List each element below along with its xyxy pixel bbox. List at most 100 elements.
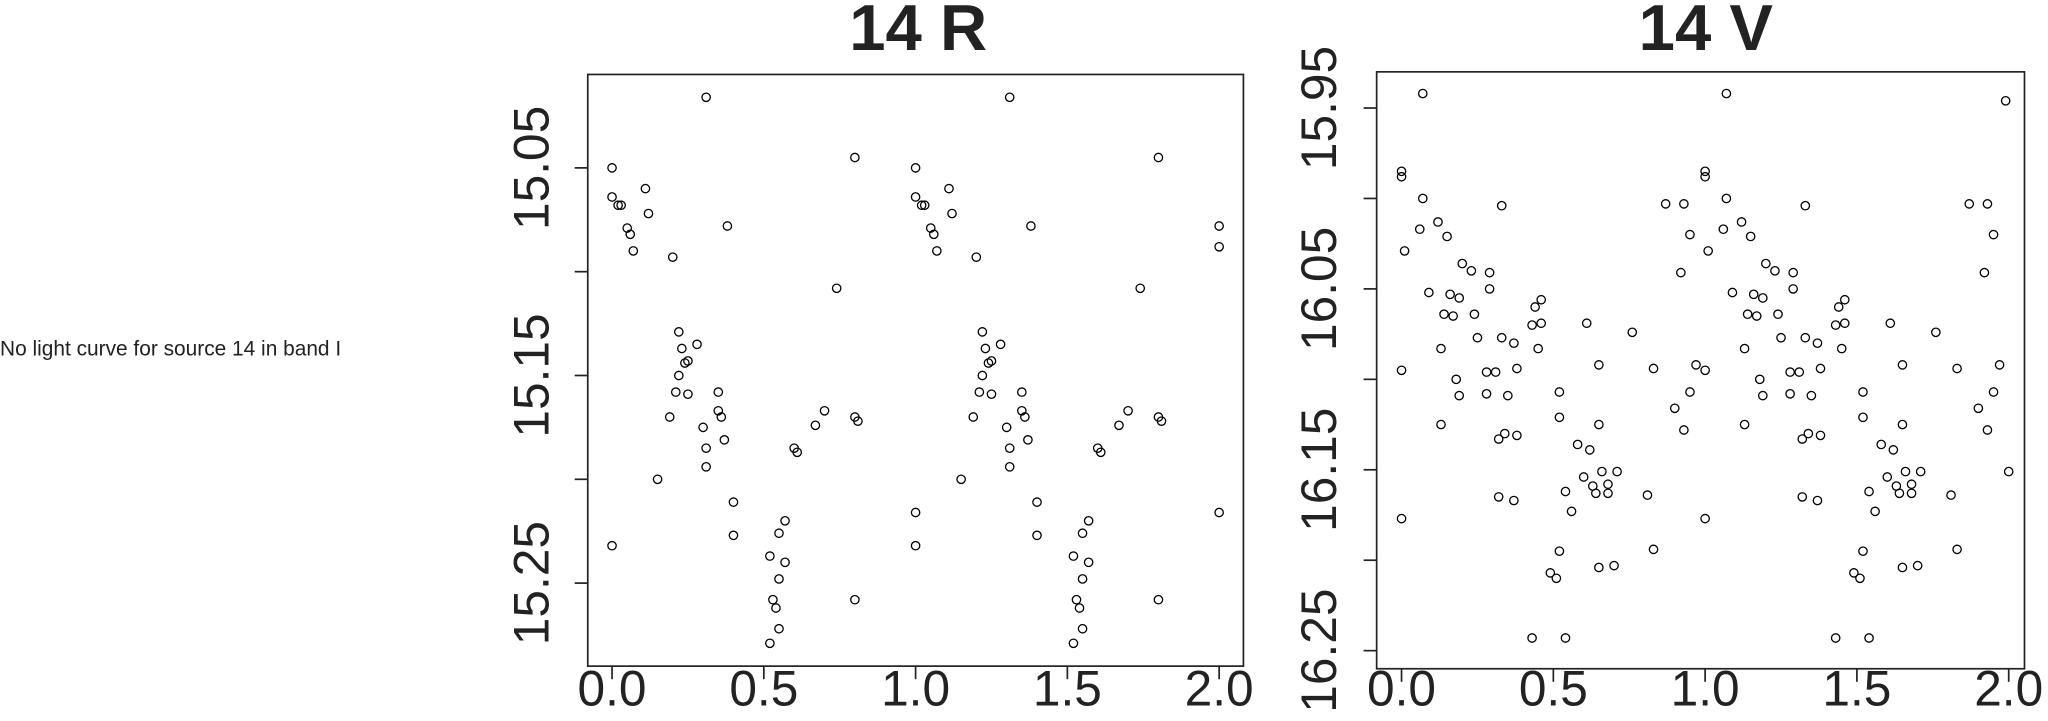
data-point xyxy=(1894,488,1905,499)
data-point xyxy=(1800,332,1811,343)
data-point xyxy=(919,200,930,211)
data-point xyxy=(1566,506,1577,517)
data-point xyxy=(1594,419,1604,430)
data-point xyxy=(1897,419,1908,430)
data-point xyxy=(1797,434,1808,444)
x-tick-label: 1.0 xyxy=(881,660,950,716)
data-point xyxy=(1858,412,1868,423)
data-point xyxy=(1912,560,1923,571)
data-point xyxy=(1077,574,1088,584)
data-point xyxy=(1773,309,1783,320)
data-point xyxy=(944,183,954,194)
data-point xyxy=(1612,466,1622,477)
data-point xyxy=(701,461,711,472)
data-point xyxy=(1906,488,1917,499)
y-tick-label: 15.25 xyxy=(504,521,560,645)
data-point xyxy=(810,420,821,431)
data-point xyxy=(607,192,617,202)
data-point xyxy=(1973,403,1984,414)
data-point xyxy=(850,152,860,163)
data-point xyxy=(1032,497,1042,507)
data-point xyxy=(1885,318,1896,329)
data-point xyxy=(1931,327,1941,338)
data-point xyxy=(1436,343,1446,354)
data-point xyxy=(670,387,681,397)
data-point xyxy=(1979,267,1990,278)
data-point xyxy=(683,389,693,400)
data-point xyxy=(2003,466,2014,477)
data-point xyxy=(1442,231,1452,242)
data-point xyxy=(1858,546,1868,557)
data-point xyxy=(1499,428,1510,439)
data-point xyxy=(1077,528,1088,539)
data-point xyxy=(1721,193,1732,204)
data-point xyxy=(1864,486,1874,497)
data-point xyxy=(1794,367,1805,377)
data-point xyxy=(1509,338,1519,348)
data-point xyxy=(1836,343,1847,354)
data-point xyxy=(692,339,702,350)
data-point xyxy=(1988,229,1999,240)
data-point xyxy=(925,223,936,233)
data-point xyxy=(1399,246,1410,256)
data-point xyxy=(1660,199,1671,209)
data-point xyxy=(1888,445,1899,455)
y-tick-label: 16.05 xyxy=(1291,227,1347,351)
data-point xyxy=(643,208,654,219)
data-point xyxy=(850,594,860,605)
y-tick-label: 15.95 xyxy=(1291,46,1347,170)
y-tick-label: 15.05 xyxy=(504,106,560,230)
x-tick-label: 0.0 xyxy=(578,660,647,716)
data-point xyxy=(1855,573,1865,584)
data-point xyxy=(1536,294,1547,305)
x-tick-label: 2.0 xyxy=(1974,660,2043,716)
data-point xyxy=(1554,546,1565,557)
x-tick-label: 2.0 xyxy=(1185,660,1254,716)
data-point xyxy=(1770,265,1780,276)
data-point xyxy=(977,327,988,337)
data-point xyxy=(1642,490,1653,500)
data-point xyxy=(677,343,687,354)
y-tick-label: 15.15 xyxy=(504,313,560,437)
data-point xyxy=(1469,309,1480,320)
data-point xyxy=(1870,506,1880,517)
data-point xyxy=(1032,530,1042,541)
data-point xyxy=(1004,92,1015,103)
data-point xyxy=(1077,623,1088,634)
data-point xyxy=(910,192,921,202)
data-point xyxy=(792,447,803,458)
data-point xyxy=(853,416,863,426)
data-point xyxy=(1700,171,1710,182)
data-point xyxy=(1648,363,1659,374)
data-point xyxy=(1123,405,1133,416)
data-point xyxy=(1830,633,1841,643)
data-point xyxy=(1982,425,1993,435)
data-point xyxy=(1527,320,1537,330)
data-point xyxy=(1785,367,1795,377)
data-point xyxy=(1597,466,1607,477)
data-point xyxy=(971,252,982,262)
data-point xyxy=(1153,152,1164,163)
data-point xyxy=(1757,293,1768,303)
data-point xyxy=(1788,267,1798,278)
data-point xyxy=(780,557,790,568)
data-point xyxy=(1788,284,1798,294)
data-point xyxy=(1396,171,1407,182)
plot-frame xyxy=(586,73,1245,667)
y-tick-label: 16.25 xyxy=(1291,589,1347,713)
data-point xyxy=(1095,447,1106,458)
data-point xyxy=(728,497,739,507)
data-point xyxy=(1754,374,1765,385)
data-point xyxy=(986,389,997,400)
data-point xyxy=(1736,217,1747,227)
data-point xyxy=(1803,428,1814,439)
data-point xyxy=(1748,289,1759,300)
data-point xyxy=(1560,633,1571,643)
data-point xyxy=(1797,492,1808,502)
x-tick-label: 0.5 xyxy=(1519,660,1588,716)
data-point xyxy=(1484,284,1495,294)
data-point xyxy=(1703,246,1713,256)
data-point xyxy=(1815,363,1826,374)
data-point xyxy=(1023,435,1033,445)
data-point xyxy=(1472,332,1483,343)
